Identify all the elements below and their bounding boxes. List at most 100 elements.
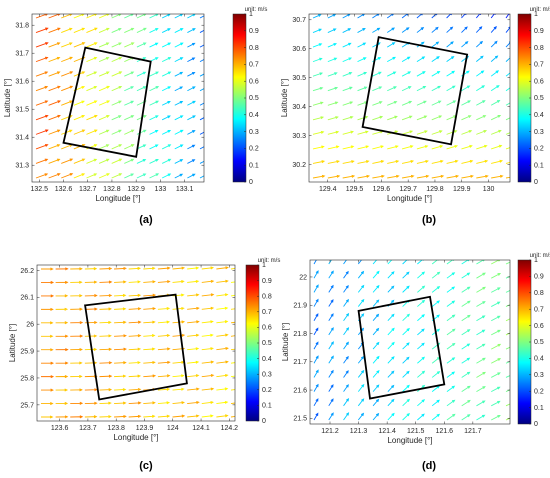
vector-arrow <box>98 173 110 179</box>
vector-arrow <box>84 307 98 311</box>
vector-arrow <box>124 14 134 19</box>
vector-arrow <box>70 388 83 392</box>
vector-arrow <box>86 158 98 164</box>
plot-area <box>310 260 510 424</box>
vector-arrow <box>187 266 200 270</box>
panel-d: 121.2 121.3 121.4 121.5 121.6 121.721.521.621… <box>281 253 550 472</box>
vector-arrow <box>61 42 73 48</box>
axes-frame <box>31 13 205 183</box>
vector-arrow <box>187 347 200 351</box>
vector-arrow <box>461 115 472 121</box>
vector-arrow <box>136 86 147 92</box>
vector-arrow <box>35 14 48 19</box>
vector-arrow <box>48 158 61 164</box>
vector-arrow <box>187 293 200 297</box>
vector-arrow <box>73 115 86 121</box>
vector-arrow <box>357 86 368 92</box>
vector-arrow <box>461 272 471 279</box>
vector-arrow <box>143 280 156 284</box>
study-area-box <box>62 46 152 158</box>
vector-arrow <box>357 14 365 19</box>
vector-arrow <box>476 315 486 322</box>
colorbar-unit-label: unit: m/s <box>245 7 268 13</box>
vector-arrow <box>372 270 380 279</box>
vector-arrow <box>328 398 334 407</box>
vector-arrow <box>446 130 458 135</box>
vector-arrow <box>328 412 334 421</box>
vector-arrow <box>327 160 340 164</box>
vector-arrow <box>313 298 319 307</box>
vector-arrow <box>476 301 486 307</box>
vector-arrow <box>86 129 98 135</box>
y-tick-label: 31.8 <box>15 23 29 30</box>
vector-arrow <box>312 57 323 63</box>
vector-arrow <box>35 173 49 179</box>
vector-arrow <box>157 347 171 351</box>
vector-arrow <box>114 374 127 378</box>
vector-arrow <box>328 369 334 378</box>
vector-arrow <box>172 333 186 337</box>
vector-arrow <box>111 129 122 135</box>
vector-arrow <box>446 272 456 279</box>
vector-arrow <box>111 56 123 63</box>
vector-arrow <box>357 412 365 421</box>
vector-arrow <box>149 71 159 77</box>
vector-arrow <box>86 42 98 48</box>
vector-arrow <box>55 348 69 352</box>
vector-arrow <box>136 14 147 19</box>
x-tick-label: 129.6 <box>373 186 391 193</box>
vector-arrow <box>417 299 426 307</box>
vector-arrow <box>35 85 49 92</box>
vector-arrow <box>35 114 49 121</box>
axes-frame <box>36 264 236 422</box>
vector-arrow <box>328 270 334 279</box>
vector-arrow <box>114 320 127 324</box>
vector-arrow <box>357 115 369 121</box>
x-tick-label: 129.5 <box>346 186 364 193</box>
vector-arrow <box>201 387 215 391</box>
vector-arrow <box>446 385 456 393</box>
colorbar-tick-label: 0.2 <box>534 388 544 395</box>
y-tick-label: 30.5 <box>292 75 306 82</box>
vector-arrow <box>35 42 49 48</box>
vector-arrow <box>174 100 184 106</box>
vector-arrow <box>73 100 85 106</box>
vector-arrow <box>401 115 413 121</box>
vector-arrow <box>99 361 113 365</box>
vector-arrow <box>61 14 73 19</box>
vector-arrow <box>128 293 142 297</box>
vector-arrow <box>73 129 86 135</box>
vector-arrow <box>99 280 113 284</box>
vector-arrow <box>216 373 229 378</box>
vector-arrow <box>446 100 457 106</box>
vector-arrow <box>55 321 69 325</box>
vector-arrow <box>491 174 504 179</box>
vector-arrow <box>342 42 352 48</box>
vector-arrow <box>48 129 61 135</box>
vector-arrow <box>55 307 69 311</box>
vector-arrow <box>461 100 472 106</box>
vector-arrow <box>476 115 487 121</box>
vector-arrow <box>99 293 113 298</box>
vector-arrow <box>70 307 83 311</box>
x-tick-label: 123.6 <box>51 425 69 432</box>
vector-arrow <box>111 173 123 179</box>
vector-arrow <box>372 313 380 322</box>
vector-arrow <box>149 42 159 48</box>
y-tick-label: 25.9 <box>20 348 34 355</box>
y-tick-label: 30.6 <box>292 46 306 53</box>
vector-arrow <box>431 56 440 63</box>
y-tick-label: 25.8 <box>20 375 34 382</box>
vector-arrow <box>461 26 468 33</box>
vector-arrow <box>216 387 229 391</box>
vector-arrow <box>417 356 426 364</box>
vector-arrow <box>114 388 127 392</box>
vector-arrow <box>313 270 319 279</box>
vector-arrow <box>216 279 229 283</box>
vector-arrow <box>402 384 410 392</box>
colorbar-tick-label: 0 <box>262 418 266 425</box>
y-tick-label: 30.2 <box>292 162 306 169</box>
vector-arrow <box>149 144 159 150</box>
vector-arrow <box>99 388 113 392</box>
vector-arrow <box>401 56 411 63</box>
